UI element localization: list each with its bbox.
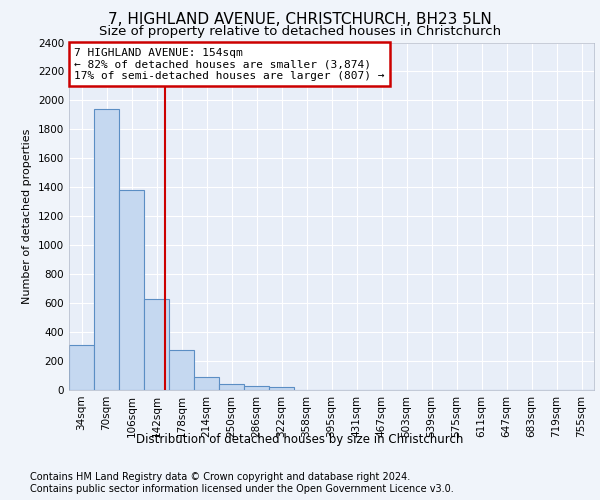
Bar	[94, 109, 119, 390]
Bar	[244, 386, 269, 390]
Bar	[194, 377, 219, 390]
Bar	[144, 299, 169, 390]
Y-axis label: Number of detached properties: Number of detached properties	[22, 128, 32, 304]
Text: 7, HIGHLAND AVENUE, CHRISTCHURCH, BH23 5LN: 7, HIGHLAND AVENUE, CHRISTCHURCH, BH23 5…	[108, 12, 492, 28]
Text: 7 HIGHLAND AVENUE: 154sqm
← 82% of detached houses are smaller (3,874)
17% of se: 7 HIGHLAND AVENUE: 154sqm ← 82% of detac…	[74, 48, 385, 81]
Text: Contains HM Land Registry data © Crown copyright and database right 2024.: Contains HM Land Registry data © Crown c…	[30, 472, 410, 482]
Text: Contains public sector information licensed under the Open Government Licence v3: Contains public sector information licen…	[30, 484, 454, 494]
Bar	[119, 190, 144, 390]
Bar	[219, 384, 244, 390]
Bar	[69, 345, 94, 390]
Bar	[169, 350, 194, 390]
Bar	[269, 387, 294, 390]
Text: Distribution of detached houses by size in Christchurch: Distribution of detached houses by size …	[136, 432, 464, 446]
Text: Size of property relative to detached houses in Christchurch: Size of property relative to detached ho…	[99, 25, 501, 38]
